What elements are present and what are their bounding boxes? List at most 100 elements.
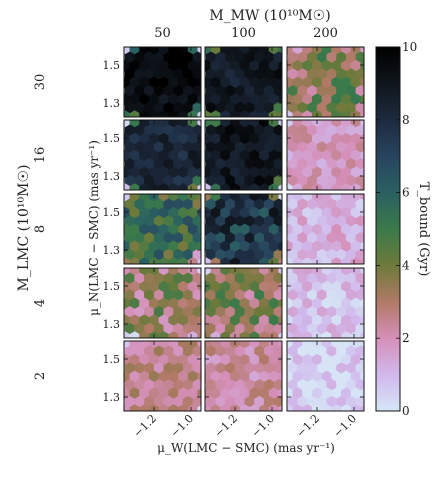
hex-cell — [292, 404, 303, 411]
hex-cell — [360, 388, 364, 399]
row-label: 8 — [33, 225, 48, 233]
hex-cell — [278, 224, 282, 235]
heatmap-panel — [286, 119, 365, 191]
hex-cell — [197, 133, 201, 144]
y-axis-label: μ_N(LMC − SMC) (mas yr⁻¹) — [87, 140, 101, 316]
hex-cells — [124, 194, 201, 264]
hex-cells — [205, 120, 282, 190]
heatmap-panel: 1.5 1.3 — [103, 46, 202, 118]
hex-cell — [278, 298, 282, 309]
hex-cells — [205, 194, 282, 264]
hex-cell — [360, 298, 364, 309]
hex-cell — [197, 315, 201, 326]
hex-cells — [124, 268, 201, 338]
hex-cells — [205, 341, 282, 411]
hex-cell — [124, 404, 131, 411]
y-tick-label: 1.5 — [103, 353, 121, 366]
hex-cell — [197, 332, 201, 338]
hex-cell — [278, 354, 282, 365]
heatmap-panel — [286, 267, 365, 339]
hex-cell — [278, 77, 282, 88]
hex-cell — [197, 150, 201, 161]
panel-frame — [286, 340, 365, 412]
hex-cell — [278, 150, 282, 161]
colorbar-tick-label: 4 — [402, 258, 410, 272]
colorbar-tick-label: 0 — [402, 404, 410, 418]
hex-cell — [205, 404, 212, 411]
hex-cell — [278, 94, 282, 105]
heatmap-panel — [204, 119, 283, 191]
x-tick-label: −1.2 — [131, 412, 159, 440]
hex-cell — [187, 404, 199, 411]
y-tick-label: 1.3 — [103, 170, 121, 183]
hex-cell — [360, 150, 364, 161]
hex-cell — [197, 224, 201, 235]
hex-cell — [350, 404, 362, 411]
column-label: 200 — [313, 26, 338, 41]
hex-cell — [197, 298, 201, 309]
hex-cell — [302, 257, 313, 264]
hex-cell — [139, 257, 150, 264]
hex-cell — [278, 241, 282, 252]
heatmap-panel: −1.2 −1.0 — [286, 340, 365, 440]
heatmap-panel — [204, 46, 283, 118]
hex-cell — [197, 94, 201, 105]
hex-cell — [197, 167, 201, 178]
hex-cell — [360, 354, 364, 365]
hex-cell — [158, 183, 169, 190]
hex-cell — [360, 224, 364, 235]
hex-cell — [197, 207, 201, 218]
hex-cell — [197, 281, 201, 292]
colorbar-label: T_bound (Gyr) — [416, 182, 431, 277]
colorbar-gradient — [375, 46, 401, 412]
hex-cell — [331, 404, 342, 411]
hex-cell — [350, 257, 362, 264]
hex-cell — [129, 183, 140, 190]
hex-cells — [124, 120, 201, 190]
panel-frame — [123, 119, 202, 191]
hex-cell — [168, 404, 179, 411]
panel-frame — [123, 46, 202, 118]
panel-frame — [123, 193, 202, 265]
hex-cell — [210, 257, 221, 264]
colorbar-tick-label: 2 — [402, 331, 410, 345]
hex-cell — [360, 405, 364, 411]
hex-cell — [129, 404, 140, 411]
colorbar-ticks: 0 2 4 6 8 10 — [376, 40, 417, 418]
x-tick-label: −1.0 — [331, 412, 359, 440]
hex-cell — [268, 183, 280, 190]
hex-cell — [360, 332, 364, 338]
hex-cells — [205, 47, 282, 117]
hex-cell — [197, 258, 201, 264]
column-labels: 50 100 200 — [154, 26, 338, 41]
hex-cell — [278, 207, 282, 218]
hex-cell — [220, 183, 231, 190]
x-tick-label: −1.2 — [294, 412, 322, 440]
panel-frame — [123, 267, 202, 339]
hex-cell — [197, 388, 201, 399]
hex-cell — [197, 354, 201, 365]
hex-cell — [302, 183, 313, 190]
hex-cell — [360, 94, 364, 105]
hex-cell — [168, 183, 179, 190]
panel-frame — [204, 46, 283, 118]
hex-cell — [268, 404, 280, 411]
hex-cell — [341, 183, 352, 190]
hex-cell — [278, 167, 282, 178]
column-label: 50 — [154, 26, 171, 41]
colorbar-tick-label: 10 — [402, 40, 417, 54]
hex-cell — [292, 183, 303, 190]
row-label: 16 — [33, 147, 48, 164]
hex-cell — [278, 60, 282, 71]
hex-cell — [129, 257, 140, 264]
hex-cell — [321, 183, 332, 190]
hex-cell — [360, 371, 364, 382]
hex-cell — [278, 332, 282, 338]
hex-cell — [287, 404, 294, 411]
hex-cell — [321, 257, 332, 264]
hex-cell — [197, 184, 201, 190]
hex-cell — [239, 257, 250, 264]
hex-cell — [139, 183, 150, 190]
panel-frame — [286, 193, 365, 265]
